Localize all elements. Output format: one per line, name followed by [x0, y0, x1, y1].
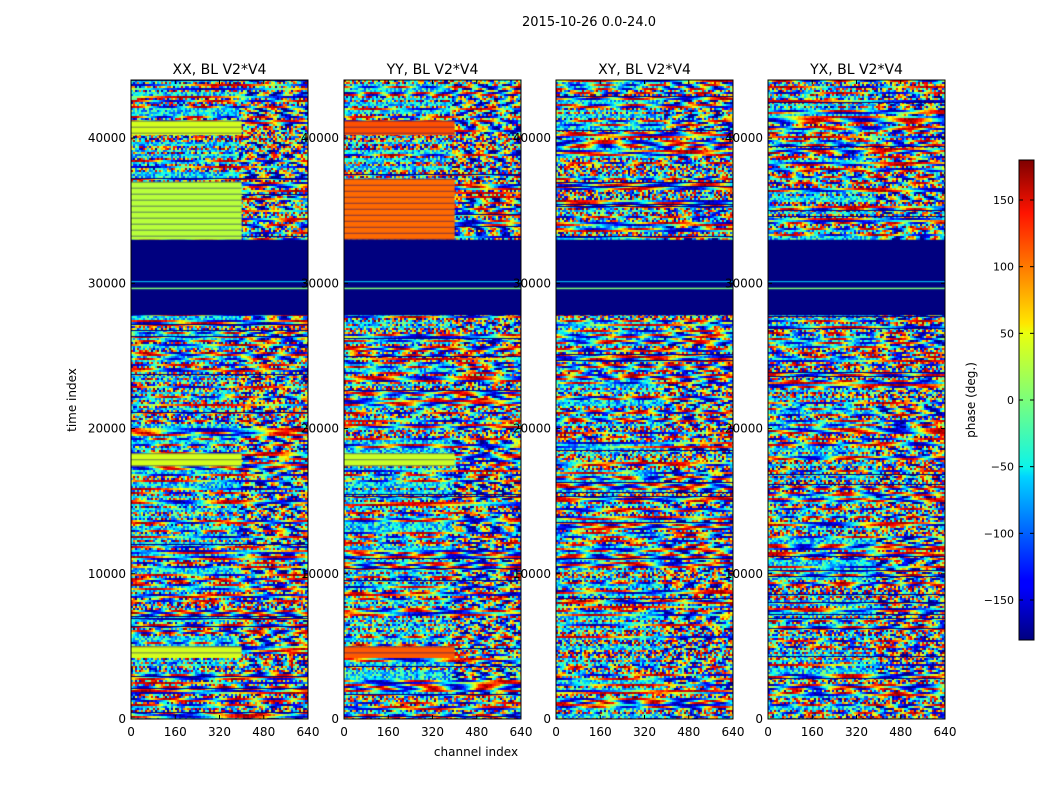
colorbar-tick-label: 100	[993, 261, 1014, 274]
panel-yx-heatmap	[768, 80, 945, 719]
panel-yy-heatmap	[344, 80, 521, 719]
panel-yy-ytick-label: 30000	[301, 276, 339, 290]
panel-xx-title: XX, BL V2*V4	[173, 62, 267, 78]
colorbar-label: phase (deg.)	[964, 362, 978, 438]
panel-yx-xtick-label: 0	[764, 725, 772, 739]
panel-yx-title: YX, BL V2*V4	[809, 62, 903, 78]
colorbar-tick-label: 50	[1000, 327, 1014, 340]
panel-xy-ytick-label: 10000	[513, 567, 551, 581]
figure-suptitle: 2015-10-26 0.0-24.0	[522, 15, 656, 30]
panel-yx-canvas	[768, 80, 945, 719]
panel-yx-xtick-label: 160	[801, 725, 824, 739]
panel-xx-xtick-label: 480	[252, 725, 275, 739]
colorbar-ticks: −150 −100 −50 0 50 100 150	[984, 194, 1034, 607]
panel-xy-xtick-label: 480	[677, 725, 700, 739]
panel-xy-xtick-label: 0	[552, 725, 560, 739]
panel-yx-ytick-label: 40000	[725, 131, 763, 145]
panel-yx-xtick-label: 640	[934, 725, 957, 739]
panel-xy-xtick-label: 320	[633, 725, 656, 739]
panel-xx-xtick-label: 160	[164, 725, 187, 739]
panel-yx-ytick-label: 10000	[725, 567, 763, 581]
colorbar: −150 −100 −50 0 50 100 150 phase (deg.)	[964, 159, 1035, 641]
panel-yx: YX, BL V2*V4 0 160 320 480 640 0 10000 20000 3000…	[725, 62, 957, 739]
panel-xy-ytick-label: 20000	[513, 422, 551, 436]
panel-xx: XX, BL V2*V4 0 160 320 480 640 0 10000 20000 3000…	[88, 62, 320, 739]
panel-xy-xtick-label: 640	[722, 725, 745, 739]
panel-yy-ytick-label: 10000	[301, 567, 339, 581]
panel-yy-title: YY, BL V2*V4	[386, 62, 479, 78]
panel-yy-xtick-label: 160	[377, 725, 400, 739]
panel-xx-ytick-label: 30000	[88, 276, 126, 290]
panel-yx-ytick-label: 20000	[725, 422, 763, 436]
panel-xx-ytick-label: 10000	[88, 567, 126, 581]
panel-xx-xtick-label: 0	[127, 725, 135, 739]
panel-yx-xtick-label: 320	[845, 725, 868, 739]
panel-yy-xtick-label: 640	[510, 725, 533, 739]
x-axis-label: channel index	[434, 745, 518, 759]
panel-yy-ytick-label: 20000	[301, 422, 339, 436]
panel-yy-canvas	[344, 80, 521, 719]
panel-yy-ytick-label: 0	[331, 712, 339, 726]
panel-xy-title: XY, BL V2*V4	[598, 62, 691, 78]
panel-yy-xtick-label: 0	[340, 725, 348, 739]
panel-xy-ytick-label: 30000	[513, 276, 551, 290]
panel-yx-xtick-label: 480	[889, 725, 912, 739]
panel-yy: YY, BL V2*V4 0 160 320 480 640 0 10000 20000 3000…	[301, 62, 533, 739]
panel-xx-ytick-label: 20000	[88, 422, 126, 436]
panels-group: XX, BL V2*V4 0 160 320 480 640 0 10000 20000 3000…	[88, 62, 957, 739]
panel-xx-xtick-label: 320	[208, 725, 231, 739]
panel-xy: XY, BL V2*V4 0 160 320 480 640 0 10000 20000 3000…	[513, 62, 745, 739]
colorbar-tick-label: −50	[991, 461, 1014, 474]
panel-xx-ytick-label: 40000	[88, 131, 126, 145]
colorbar-tick-label: 0	[1007, 394, 1014, 407]
panel-xy-heatmap	[556, 80, 733, 719]
panel-xy-xtick-label: 160	[589, 725, 612, 739]
colorbar-tick-label: 150	[993, 194, 1014, 207]
panel-xy-canvas	[556, 80, 733, 719]
colorbar-tick-label: −150	[984, 594, 1014, 607]
panel-xx-canvas	[131, 80, 308, 719]
panel-yx-ytick-label: 0	[755, 712, 763, 726]
panel-xy-ytick-label: 40000	[513, 131, 551, 145]
panel-yx-ytick-label: 30000	[725, 276, 763, 290]
y-axis-label: time index	[65, 368, 79, 432]
panel-xy-ytick-label: 0	[543, 712, 551, 726]
panel-yy-xtick-label: 480	[465, 725, 488, 739]
panel-xx-heatmap	[131, 80, 308, 719]
panel-yy-xtick-label: 320	[421, 725, 444, 739]
panel-xx-ytick-label: 0	[118, 712, 126, 726]
panel-yy-ytick-label: 40000	[301, 131, 339, 145]
colorbar-tick-label: −100	[984, 527, 1014, 540]
panel-xx-xtick-label: 640	[297, 725, 320, 739]
